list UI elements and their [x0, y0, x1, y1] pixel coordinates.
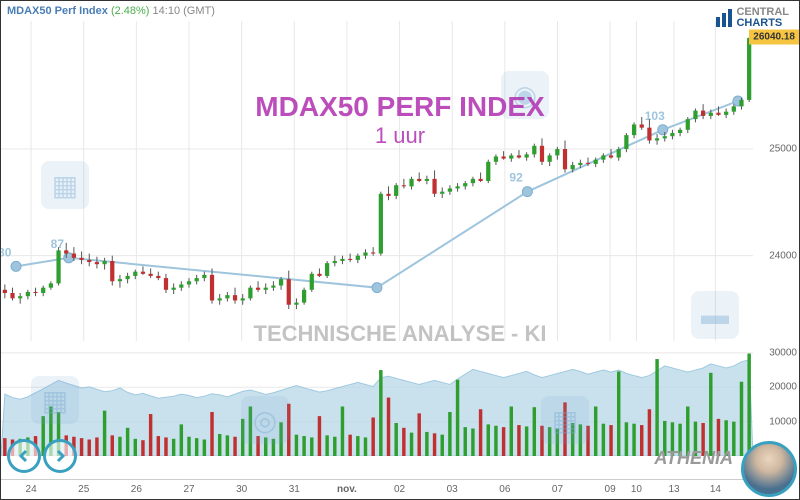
- y-axis-main: 24000 25000: [751, 21, 799, 341]
- x-tick-label: nov.: [337, 484, 357, 495]
- watermark-icon: ◉: [501, 71, 549, 119]
- nav-arrows: [7, 439, 77, 473]
- y-tick-label: 25000: [769, 144, 797, 155]
- y-tick-label: 10000: [769, 416, 797, 427]
- x-tick-label: 30: [236, 484, 247, 495]
- svg-text:87: 87: [51, 237, 65, 251]
- watermark-icon: ◎: [241, 396, 289, 444]
- x-tick-label: 09: [605, 484, 616, 495]
- x-tick-label: 07: [552, 484, 563, 495]
- x-tick-label: 24: [26, 484, 37, 495]
- svg-text:92: 92: [509, 171, 523, 185]
- y-tick-label: 24000: [769, 250, 797, 261]
- brand-logo: CENTRAL CHARTS: [716, 7, 789, 29]
- watermark-icon: ▦: [541, 396, 589, 444]
- x-axis: 24 25 26 27 30 31 nov. 02 03 06 07 09 10 13 14: [1, 479, 751, 499]
- x-tick-label: 14: [710, 484, 721, 495]
- x-tick-label: 10: [631, 484, 642, 495]
- watermark-icon: ▬: [691, 291, 739, 339]
- y-tick-label: 30000: [769, 347, 797, 358]
- x-tick-label: 13: [668, 484, 679, 495]
- avatar-icon[interactable]: [741, 441, 797, 497]
- watermark-icon: ▦: [41, 161, 89, 209]
- svg-text:80: 80: [1, 245, 12, 259]
- chart-header: MDAX50 Perf Index (2.48%) 14:10 (GMT): [7, 5, 215, 17]
- prev-button[interactable]: [7, 439, 41, 473]
- chart-container: MDAX50 Perf Index (2.48%) 14:10 (GMT) CE…: [0, 0, 800, 500]
- watermark-icon: ▦: [31, 376, 79, 424]
- volume-chart[interactable]: [1, 346, 751, 456]
- svg-text:103: 103: [645, 109, 665, 123]
- x-tick-label: 03: [447, 484, 458, 495]
- change-pct: (2.48%): [111, 5, 150, 17]
- main-price-chart[interactable]: 80 87 92 103: [1, 21, 751, 341]
- x-tick-label: 02: [394, 484, 405, 495]
- x-tick-label: 06: [499, 484, 510, 495]
- y-tick-label: 20000: [769, 382, 797, 393]
- x-tick-label: 26: [131, 484, 142, 495]
- x-tick-label: 25: [78, 484, 89, 495]
- logo-text: CENTRAL CHARTS: [736, 7, 789, 29]
- logo-bars-icon: [716, 9, 732, 27]
- x-tick-label: 27: [183, 484, 194, 495]
- athenia-label: ATHENIA: [654, 448, 733, 469]
- y-axis-lower: 10000 20000 30000: [751, 346, 799, 456]
- instrument-name: MDAX50 Perf Index: [7, 5, 108, 17]
- next-button[interactable]: [43, 439, 77, 473]
- x-tick-label: 31: [289, 484, 300, 495]
- current-price-tag: 26040.18: [749, 30, 799, 45]
- timestamp: 14:10 (GMT): [153, 5, 215, 17]
